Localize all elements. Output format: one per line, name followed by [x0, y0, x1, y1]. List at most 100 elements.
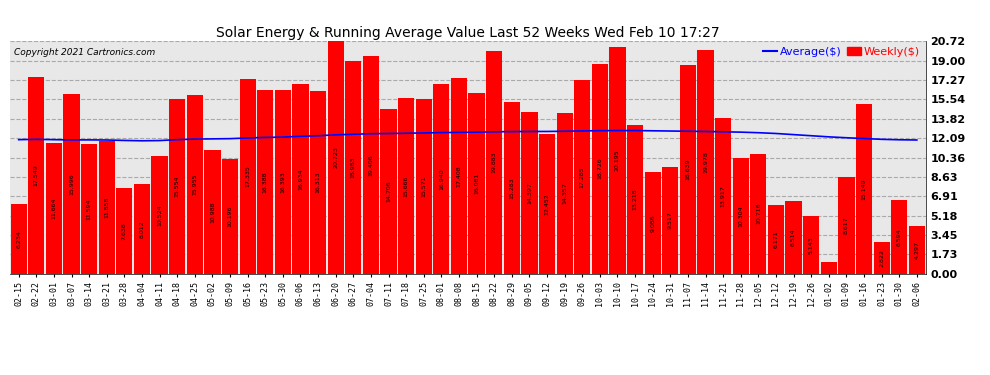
- Bar: [486, 51, 502, 274]
- Text: 6.594: 6.594: [897, 228, 902, 246]
- Bar: [380, 109, 397, 274]
- Text: 14.706: 14.706: [386, 180, 391, 202]
- Title: Solar Energy & Running Average Value Last 52 Weeks Wed Feb 10 17:27: Solar Energy & Running Average Value Las…: [216, 26, 720, 40]
- Bar: [362, 56, 379, 274]
- Text: 11.858: 11.858: [104, 196, 109, 218]
- Bar: [450, 78, 467, 274]
- Bar: [750, 153, 766, 274]
- Bar: [522, 112, 538, 274]
- Bar: [310, 91, 326, 274]
- Bar: [539, 134, 555, 274]
- Bar: [187, 95, 203, 274]
- Bar: [169, 99, 185, 274]
- Text: 10.988: 10.988: [210, 201, 215, 223]
- Text: 19.883: 19.883: [492, 152, 497, 173]
- Bar: [46, 143, 62, 274]
- Text: 20.723: 20.723: [334, 147, 339, 168]
- Text: 15.571: 15.571: [422, 176, 427, 197]
- Text: 16.081: 16.081: [474, 173, 479, 194]
- Bar: [627, 125, 644, 274]
- Bar: [839, 177, 854, 274]
- Text: 14.397: 14.397: [527, 182, 532, 204]
- Bar: [99, 141, 115, 274]
- Text: 5.143: 5.143: [809, 236, 814, 254]
- Bar: [768, 204, 784, 274]
- Text: 17.285: 17.285: [580, 166, 585, 188]
- Bar: [556, 112, 573, 274]
- Text: 18.639: 18.639: [685, 158, 690, 180]
- Text: 16.940: 16.940: [439, 168, 444, 189]
- Text: 10.524: 10.524: [157, 204, 162, 225]
- Text: 18.726: 18.726: [597, 158, 602, 180]
- Text: 12.452: 12.452: [544, 193, 549, 215]
- Bar: [574, 80, 590, 274]
- Bar: [873, 242, 890, 274]
- Text: 19.978: 19.978: [703, 151, 708, 172]
- Text: 8.012: 8.012: [140, 220, 145, 238]
- Bar: [891, 200, 908, 274]
- Text: 6.234: 6.234: [16, 230, 21, 248]
- Bar: [11, 204, 27, 274]
- Text: 7.638: 7.638: [122, 222, 127, 240]
- Text: 10.716: 10.716: [755, 203, 761, 224]
- Bar: [240, 79, 255, 274]
- Text: Copyright 2021 Cartronics.com: Copyright 2021 Cartronics.com: [15, 48, 155, 57]
- Bar: [151, 156, 167, 274]
- Bar: [63, 94, 79, 274]
- Bar: [134, 184, 150, 274]
- Text: 2.822: 2.822: [879, 249, 884, 267]
- Bar: [328, 41, 344, 274]
- Bar: [662, 167, 678, 274]
- Bar: [785, 201, 802, 274]
- Bar: [803, 216, 820, 274]
- Text: 17.549: 17.549: [34, 164, 39, 186]
- Bar: [504, 102, 520, 274]
- Text: 4.297: 4.297: [915, 241, 920, 259]
- Text: 16.388: 16.388: [262, 171, 267, 192]
- Text: 10.196: 10.196: [228, 206, 233, 227]
- Bar: [346, 61, 361, 274]
- Text: 18.983: 18.983: [350, 156, 355, 178]
- Bar: [416, 99, 432, 274]
- Bar: [715, 118, 732, 274]
- Bar: [398, 98, 414, 274]
- Text: 9.517: 9.517: [668, 211, 673, 229]
- Bar: [275, 90, 291, 274]
- Bar: [821, 262, 837, 274]
- Bar: [856, 104, 872, 274]
- Text: 15.149: 15.149: [861, 178, 866, 200]
- Text: 15.955: 15.955: [192, 174, 197, 195]
- Bar: [610, 47, 626, 274]
- Text: 15.283: 15.283: [509, 177, 514, 199]
- Bar: [909, 225, 925, 274]
- Text: 19.406: 19.406: [368, 154, 373, 176]
- Text: 16.934: 16.934: [298, 168, 303, 190]
- Bar: [468, 93, 485, 274]
- Bar: [116, 188, 133, 274]
- Bar: [29, 77, 45, 274]
- Text: 11.664: 11.664: [51, 198, 56, 219]
- Text: 16.393: 16.393: [280, 171, 285, 193]
- Text: 8.617: 8.617: [843, 217, 848, 234]
- Text: 17.408: 17.408: [456, 165, 461, 187]
- Text: 11.594: 11.594: [87, 198, 92, 219]
- Bar: [697, 50, 714, 274]
- Text: 14.357: 14.357: [562, 182, 567, 204]
- Text: 9.086: 9.086: [650, 214, 655, 232]
- Bar: [204, 150, 221, 274]
- Text: 13.917: 13.917: [721, 185, 726, 207]
- Bar: [81, 144, 97, 274]
- Text: 10.304: 10.304: [739, 205, 743, 227]
- Text: 15.554: 15.554: [174, 176, 180, 197]
- Text: 6.514: 6.514: [791, 228, 796, 246]
- Text: 15.666: 15.666: [404, 175, 409, 196]
- Bar: [680, 64, 696, 274]
- Bar: [257, 90, 273, 274]
- Text: 15.996: 15.996: [69, 173, 74, 195]
- Text: 13.218: 13.218: [633, 189, 638, 210]
- Bar: [592, 64, 608, 274]
- Text: 20.195: 20.195: [615, 150, 620, 171]
- Text: 6.171: 6.171: [773, 230, 778, 248]
- Bar: [733, 158, 748, 274]
- Bar: [644, 172, 660, 274]
